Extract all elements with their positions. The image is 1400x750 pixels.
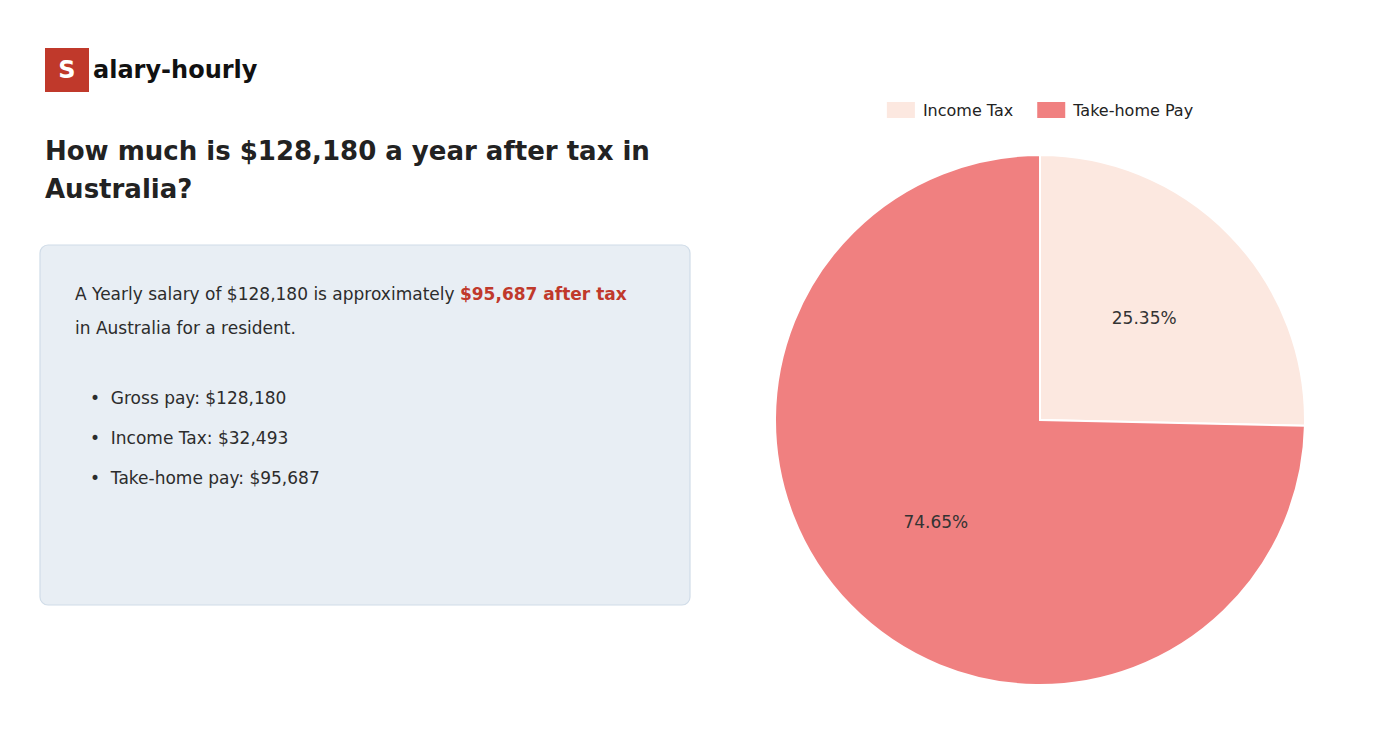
legend-item: Income Tax: [887, 101, 1013, 120]
legend-swatch: [1037, 102, 1065, 118]
bullet: • Gross pay: $128,180: [90, 388, 286, 408]
legend-label: Income Tax: [923, 101, 1013, 120]
data-label: 74.65%: [903, 512, 968, 532]
legend-label: Take-home Pay: [1072, 101, 1193, 120]
logo-text: alary-hourly: [93, 56, 258, 84]
info-box: [40, 245, 690, 605]
chart: Salary-hourly How much is $128,180 a year…: [0, 0, 1400, 750]
title: How much is $128,180 a year after tax in…: [45, 136, 650, 204]
pie: [775, 155, 1305, 685]
body-text: in Australia for a resident.: [75, 318, 296, 338]
body-highlight: $95,687 after tax: [460, 284, 627, 304]
bullet: • Take-home pay: $95,687: [90, 468, 320, 488]
legend-swatch: [887, 102, 915, 118]
title-line: Australia?: [45, 174, 192, 204]
logo-letter: S: [58, 56, 75, 84]
legend: Income Tax Take-home Pay: [887, 101, 1193, 120]
title-line: How much is $128,180 a year after tax in: [45, 136, 650, 166]
data-labels: 25.35% 74.65%: [903, 308, 1176, 532]
pie-slice: [775, 155, 1305, 685]
bullet: • Income Tax: $32,493: [90, 428, 288, 448]
pie-slice: [1040, 155, 1305, 426]
body-text: A Yearly salary of $128,180 is approxima…: [75, 284, 627, 304]
logo-box: [45, 48, 89, 92]
data-label: 25.35%: [1112, 308, 1177, 328]
body-segment: in Australia for a resident.: [75, 318, 296, 338]
legend-item: Take-home Pay: [1037, 101, 1193, 120]
logo: Salary-hourly: [45, 48, 258, 92]
text-panel: Salary-hourly How much is $128,180 a year…: [40, 48, 690, 605]
body-segment: A Yearly salary of $128,180 is approxima…: [75, 284, 460, 304]
